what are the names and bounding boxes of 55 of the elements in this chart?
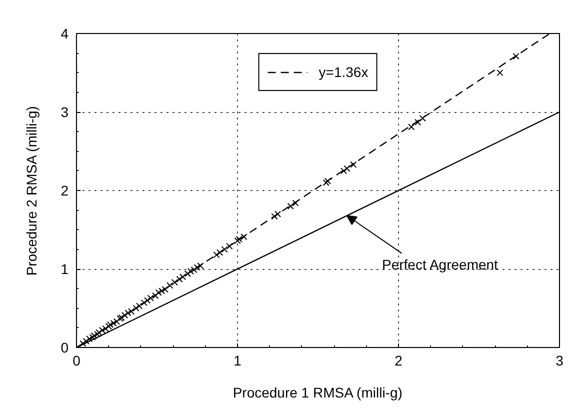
x-tick-label: 2 [394,352,403,368]
y-tick-label: 1 [60,261,69,277]
point [512,52,520,60]
point [344,165,350,172]
point [184,270,191,278]
point [110,320,117,326]
x-axis-title: Procedure 1 RMSA (milli-g) [232,384,402,400]
point [158,288,166,294]
point [216,249,224,256]
point [414,118,422,126]
point [176,276,183,283]
point [419,114,426,122]
point [190,266,198,274]
point [162,286,168,293]
point [155,289,162,296]
point [287,202,294,210]
point [80,340,86,347]
point [124,310,132,316]
y-axis-title: Procedure 2 RMSA (milli-g) [24,106,40,276]
point [292,200,299,206]
point [98,326,106,334]
point [221,246,228,253]
point [171,279,178,286]
point [179,274,186,280]
point [121,312,128,319]
point [187,268,194,275]
point [144,297,151,304]
point [194,264,201,271]
point [140,299,148,306]
point [226,242,233,250]
point [113,318,120,325]
point [86,336,93,342]
point [271,213,278,220]
point [136,302,143,310]
point [408,124,415,130]
point [102,325,109,332]
y-tick-label: 2 [60,182,69,198]
point [166,282,174,289]
y-tick-label: 3 [60,104,69,120]
x-tick-label: 3 [556,352,564,368]
point [274,210,282,218]
point [213,252,220,258]
point [132,304,140,312]
x-tick-label: 0 [72,352,81,368]
point [340,168,348,174]
point [496,69,504,76]
y-tick-label: 0 [60,340,69,356]
x-tick-label: 1 [234,352,242,368]
point [350,161,357,168]
point [197,262,204,270]
point [82,338,90,345]
annotation: Perfect Agreement [382,256,498,272]
point [128,308,135,315]
legend-label: y=1.36x [318,64,368,80]
y-tick-label: 4 [60,26,69,42]
